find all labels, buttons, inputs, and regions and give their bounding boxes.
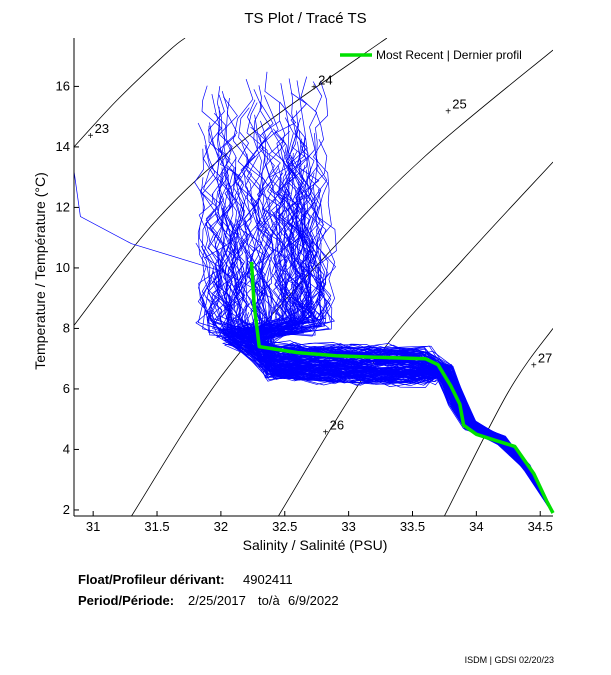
axis-ticks: 31 31.5 32 32.5 33 33.5 34 34.5 2 4 6 8 10 12 14 16 xyxy=(56,78,553,534)
legend-label: Most Recent | Dernier profil xyxy=(376,48,522,62)
profile-line xyxy=(214,106,551,511)
profile-line xyxy=(223,78,551,511)
profile-line xyxy=(225,128,551,511)
profile-line xyxy=(243,150,551,511)
period-separator: to/à xyxy=(258,593,280,608)
profile-line xyxy=(222,83,551,511)
contour-marker: + xyxy=(445,107,451,118)
contour-marker: + xyxy=(531,361,537,372)
contour-marker: + xyxy=(323,427,329,438)
profile-line xyxy=(245,196,551,511)
contour-label: 26 xyxy=(330,417,344,432)
contour-label: 24 xyxy=(318,72,332,87)
profile-line xyxy=(240,277,551,511)
profile-line xyxy=(243,164,551,511)
y-tick-label: 10 xyxy=(56,260,70,275)
density-contour-25 xyxy=(131,49,553,516)
profile-line xyxy=(213,112,551,511)
float-label: Float/Profileur dérivant: xyxy=(78,572,225,587)
x-tick-label: 34.5 xyxy=(528,519,553,534)
x-tick-label: 33.5 xyxy=(400,519,425,534)
profile-line xyxy=(232,267,551,511)
profile-line xyxy=(258,101,551,511)
most-recent-profile xyxy=(249,261,555,514)
density-contour-26 xyxy=(278,161,553,516)
profile-line xyxy=(217,279,551,511)
profile-line xyxy=(227,130,551,511)
profile-line xyxy=(233,202,551,511)
density-contour-24 xyxy=(74,38,388,326)
profile-line xyxy=(259,310,551,511)
profile-line xyxy=(236,309,551,511)
historical-profiles xyxy=(74,71,551,511)
profile-line xyxy=(222,120,551,511)
y-tick-label: 4 xyxy=(63,441,70,456)
profile-line xyxy=(259,207,551,511)
contour-label: 23 xyxy=(95,121,109,136)
profile-line xyxy=(207,94,551,511)
profile-line xyxy=(252,306,551,511)
period-end: 6/9/2022 xyxy=(288,593,339,608)
period-label: Period/Période: xyxy=(78,593,175,608)
x-tick-label: 32.5 xyxy=(272,519,297,534)
profile-line xyxy=(74,171,298,329)
profile-line xyxy=(197,122,551,511)
profile-line xyxy=(244,312,551,511)
profile-line xyxy=(269,232,551,511)
density-contour-27 xyxy=(444,328,553,516)
y-tick-label: 6 xyxy=(63,381,70,396)
contour-marker: + xyxy=(88,131,94,142)
profile-line xyxy=(242,177,551,511)
x-tick-label: 34 xyxy=(469,519,483,534)
profile-line xyxy=(246,276,551,511)
density-contours xyxy=(74,38,553,516)
y-tick-label: 16 xyxy=(56,78,70,93)
y-tick-label: 2 xyxy=(63,502,70,517)
profile-line xyxy=(258,313,551,511)
most-recent-line xyxy=(249,261,555,514)
contour-labels: +23+24+25+26+27 xyxy=(88,72,553,438)
x-tick-label: 32 xyxy=(214,519,228,534)
x-axis-label: Salinity / Salinité (PSU) xyxy=(242,537,388,553)
profile-line xyxy=(223,126,551,511)
profile-line xyxy=(223,171,551,511)
profile-line xyxy=(254,165,551,511)
contour-label: 27 xyxy=(538,351,552,366)
footer-credit: ISDM | GDSI 02/20/23 xyxy=(464,655,554,665)
legend: Most Recent | Dernier profil xyxy=(340,48,522,62)
float-id: 4902411 xyxy=(243,572,293,587)
x-tick-label: 31.5 xyxy=(144,519,169,534)
profile-line xyxy=(228,280,551,511)
profile-line xyxy=(231,107,551,511)
density-contour-23 xyxy=(74,38,186,148)
chart-title: TS Plot / Tracé TS xyxy=(244,10,367,27)
y-tick-label: 14 xyxy=(56,139,70,154)
y-axis-label: Temperature / Température (°C) xyxy=(32,172,48,370)
y-tick-label: 8 xyxy=(63,320,70,335)
axes-frame xyxy=(73,38,553,517)
period-start: 2/25/2017 xyxy=(188,593,246,608)
contour-marker: + xyxy=(311,82,317,93)
y-tick-label: 12 xyxy=(56,199,70,214)
contour-label: 25 xyxy=(452,97,466,112)
x-tick-label: 31 xyxy=(86,519,100,534)
x-tick-label: 33 xyxy=(341,519,355,534)
